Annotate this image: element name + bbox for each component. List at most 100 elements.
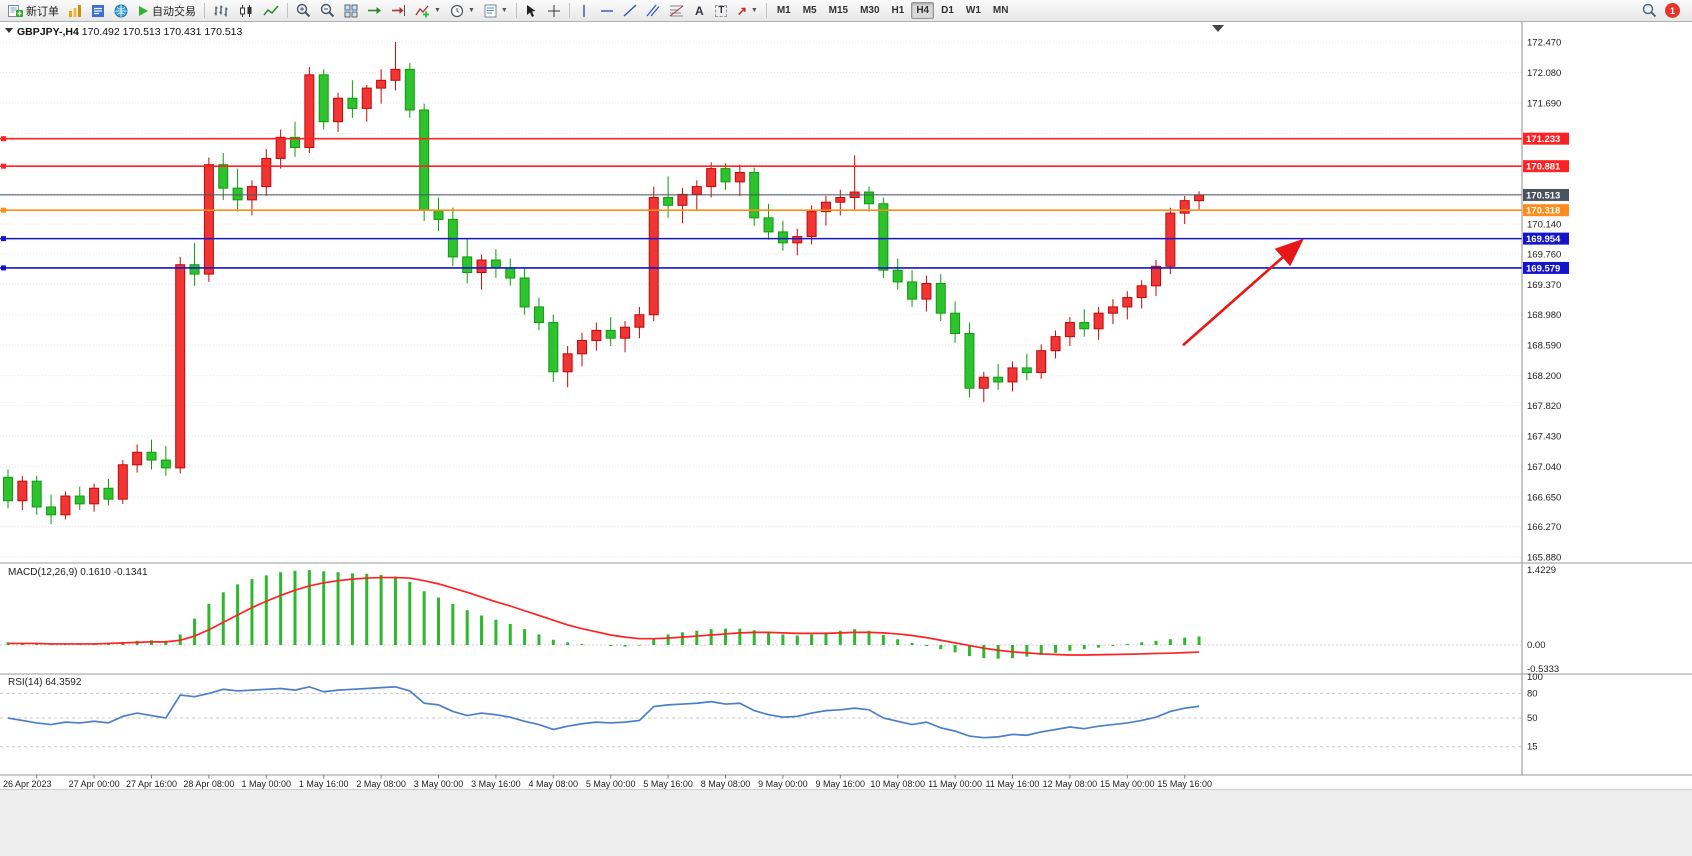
candlestick-mode-button[interactable] <box>234 1 258 20</box>
svg-text:9 May 00:00: 9 May 00:00 <box>758 779 808 789</box>
svg-text:26 Apr 2023: 26 Apr 2023 <box>3 779 52 789</box>
chart-shift-icon <box>391 4 406 17</box>
svg-text:15: 15 <box>1527 742 1538 753</box>
tile-windows-button[interactable] <box>340 1 362 20</box>
svg-text:1 May 00:00: 1 May 00:00 <box>242 779 292 789</box>
search-button[interactable] <box>1638 1 1661 20</box>
svg-text:166.650: 166.650 <box>1527 492 1561 503</box>
toolbar-separator <box>515 3 517 18</box>
svg-text:27 Apr 16:00: 27 Apr 16:00 <box>126 779 177 789</box>
zoom-in-button[interactable] <box>292 1 315 20</box>
symbol-header: GBPJPY-,H4 170.492 170.513 170.431 170.5… <box>5 26 243 38</box>
svg-text:-0.5333: -0.5333 <box>1527 664 1559 675</box>
trend-arrow-annotation[interactable] <box>1182 238 1304 347</box>
svg-text:168.200: 168.200 <box>1527 371 1561 382</box>
chart-shift-button[interactable] <box>387 1 410 20</box>
toolbar-separator <box>204 3 205 18</box>
auto-trading-play-icon <box>137 5 149 17</box>
indicators-dropdown-caret: ▼ <box>434 7 441 14</box>
toolbar-separator <box>765 3 767 18</box>
timeframe-M30[interactable]: M30 <box>855 2 884 19</box>
horizontal-line-tool-button[interactable] <box>596 1 618 20</box>
channel-tool-button[interactable] <box>642 1 664 20</box>
zoom-out-icon <box>320 3 335 18</box>
main-toolbar: 新订单 自动交易 <box>0 0 1692 22</box>
text-tool-button[interactable]: A <box>689 1 710 20</box>
periods-button[interactable]: ▼ <box>446 1 479 20</box>
svg-text:50: 50 <box>1527 713 1538 724</box>
bar-chart-mode-button[interactable] <box>209 1 233 20</box>
price-axis[interactable]: 172.470 172.080 171.690 170.140 169.760 169.3… <box>1523 38 1569 564</box>
timeframe-MN[interactable]: MN <box>988 2 1014 19</box>
svg-text:168.980: 168.980 <box>1527 310 1561 321</box>
notification-badge[interactable]: 1 <box>1665 3 1680 18</box>
chart-canvas[interactable]: 172.470 172.080 171.690 170.140 169.760 169.3… <box>0 22 1692 789</box>
svg-text:10 May 08:00: 10 May 08:00 <box>870 779 925 789</box>
text-label-tool-button[interactable]: T <box>711 1 732 20</box>
search-icon <box>1642 3 1657 18</box>
svg-text:15 May 00:00: 15 May 00:00 <box>1100 779 1155 789</box>
toolbar-separator <box>287 3 288 18</box>
svg-text:170.513: 170.513 <box>1526 190 1560 201</box>
svg-text:8 May 08:00: 8 May 08:00 <box>701 779 751 789</box>
vertical-line-tool-button[interactable] <box>574 1 595 20</box>
timeframe-H1[interactable]: H1 <box>887 2 910 19</box>
new-order-button[interactable]: 新订单 <box>4 1 63 20</box>
indicators-button[interactable]: ▼ <box>411 1 445 20</box>
timeframe-D1[interactable]: D1 <box>936 2 959 19</box>
svg-text:171.690: 171.690 <box>1527 98 1561 109</box>
price-badge <box>1523 204 1569 217</box>
svg-text:169.954: 169.954 <box>1526 234 1561 245</box>
timeframe-W1[interactable]: W1 <box>961 2 986 19</box>
text-label-icon: T <box>715 4 728 17</box>
svg-text:170.318: 170.318 <box>1526 206 1560 217</box>
macd-panel: MACD(12,26,9) 0.1610 -0.1341 1.4229 0.00 -0… <box>6 565 1559 675</box>
svg-text:80: 80 <box>1527 688 1538 699</box>
templates-button[interactable]: ▼ <box>480 1 512 20</box>
auto-trading-button[interactable]: 自动交易 <box>133 1 200 20</box>
timeframe-M15[interactable]: M15 <box>824 2 853 19</box>
line-chart-mode-button[interactable] <box>259 1 283 20</box>
cursor-tool-button[interactable] <box>521 1 542 20</box>
market-watch-icon <box>91 4 105 18</box>
arrow-objects-dropdown-caret: ▼ <box>750 7 758 14</box>
crosshair-tool-button[interactable] <box>543 1 565 20</box>
indicators-icon <box>415 4 430 18</box>
svg-text:5 May 00:00: 5 May 00:00 <box>586 779 636 789</box>
chart-profiles-button[interactable] <box>64 1 86 20</box>
auto-trading-label: 自动交易 <box>152 5 196 18</box>
svg-text:1 May 16:00: 1 May 16:00 <box>299 779 349 789</box>
auto-scroll-button[interactable] <box>363 1 386 20</box>
svg-text:167.820: 167.820 <box>1527 401 1561 412</box>
line-chart-icon <box>263 4 279 18</box>
zoom-out-button[interactable] <box>316 1 339 20</box>
svg-text:9 May 16:00: 9 May 16:00 <box>816 779 866 789</box>
svg-text:27 Apr 00:00: 27 Apr 00:00 <box>69 779 120 789</box>
window-bottom-strip <box>0 789 1692 856</box>
svg-text:169.579: 169.579 <box>1526 263 1560 274</box>
cursor-arrow-icon <box>525 4 537 18</box>
timeframe-M1[interactable]: M1 <box>772 2 796 19</box>
svg-text:1.4229: 1.4229 <box>1527 565 1556 576</box>
candlestick-icon <box>238 4 254 18</box>
svg-text:4 May 08:00: 4 May 08:00 <box>529 779 579 789</box>
zoom-in-icon <box>296 3 311 18</box>
time-axis[interactable]: 26 Apr 2023 27 Apr 00:00 27 Apr 16:00 28 Ap… <box>3 775 1212 789</box>
price-badge <box>1523 261 1569 274</box>
horizontal-line-objects[interactable] <box>0 136 1522 271</box>
svg-text:3 May 00:00: 3 May 00:00 <box>414 779 464 789</box>
arrow-objects-button[interactable]: ↗ ▼ <box>733 1 762 20</box>
market-watch-button[interactable] <box>87 1 109 20</box>
templates-dropdown-caret: ▼ <box>500 7 508 14</box>
rsi-panel: RSI(14) 64.3592 100 80 50 15 <box>0 672 1543 753</box>
fibonacci-tool-button[interactable] <box>665 1 688 20</box>
price-badge <box>1523 132 1569 145</box>
svg-text:28 Apr 08:00: 28 Apr 08:00 <box>183 779 234 789</box>
navigator-button[interactable] <box>110 1 132 20</box>
vertical-line-icon <box>578 4 590 18</box>
trendline-tool-button[interactable] <box>619 1 641 20</box>
timeframe-H4[interactable]: H4 <box>911 2 935 19</box>
timeframe-M5[interactable]: M5 <box>798 2 822 19</box>
svg-text:15 May 16:00: 15 May 16:00 <box>1157 779 1212 789</box>
